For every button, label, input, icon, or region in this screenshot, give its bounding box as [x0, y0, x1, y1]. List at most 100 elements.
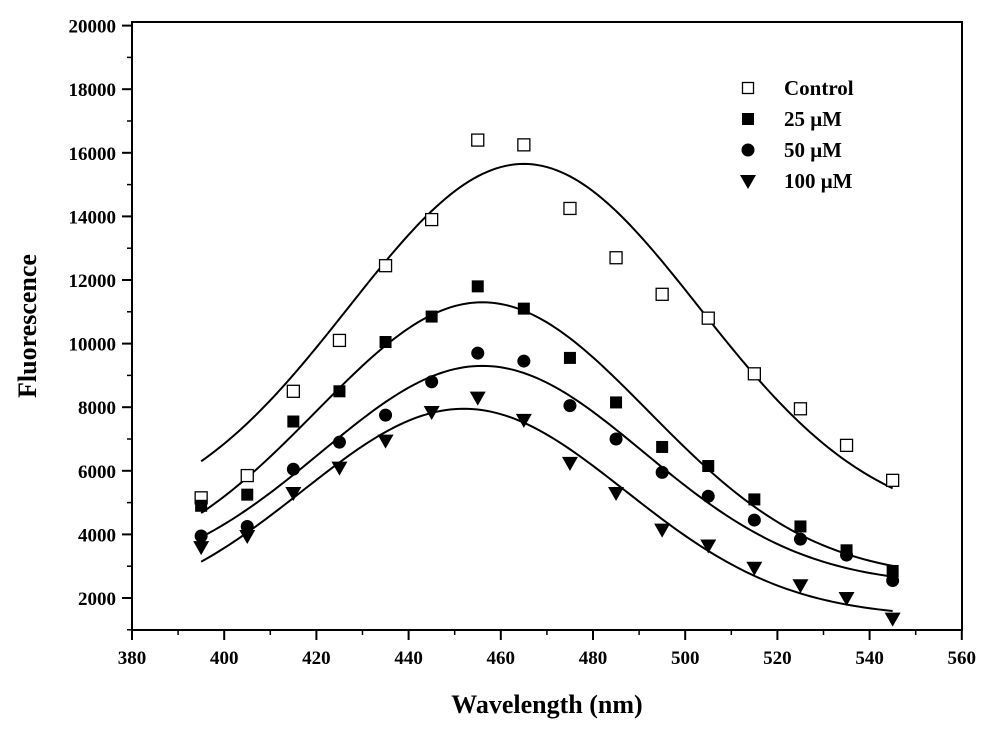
data-point [608, 487, 625, 502]
data-point [838, 592, 855, 606]
data-point [378, 259, 393, 273]
data-point [285, 487, 302, 502]
x-axis-title: Wavelength (nm) [451, 690, 642, 719]
x-tick-label: 400 [210, 648, 239, 669]
data-point [194, 529, 208, 543]
fit-curve [200, 364, 893, 578]
data-point [886, 473, 900, 487]
data-point [286, 462, 300, 476]
x-tick-label: 500 [671, 648, 700, 669]
data-point [563, 201, 577, 216]
x-tick-label: 540 [855, 648, 884, 669]
data-point [747, 367, 761, 381]
data-point [561, 456, 578, 471]
y-tick-label: 12000 [69, 271, 117, 292]
y-tick-label: 10000 [69, 335, 117, 356]
data-point [517, 302, 530, 315]
data-point [377, 434, 394, 449]
fit-curve [200, 407, 893, 612]
x-tick-label: 380 [118, 648, 147, 669]
y-tick-label: 4000 [78, 525, 116, 546]
data-point [563, 351, 576, 364]
data-point [241, 488, 254, 501]
legend-label: 25 μM [784, 107, 842, 131]
data-point [471, 280, 484, 293]
data-point [239, 529, 256, 544]
data-point [656, 440, 669, 453]
data-point [886, 564, 899, 577]
x-axis-ticks: 380 400 420 440 460 480 500 520 540 560 [118, 630, 976, 669]
y-tick-label: 8000 [78, 398, 116, 419]
x-tick-label: 560 [948, 648, 977, 669]
x-tick-label: 460 [487, 648, 516, 669]
x-tick-label: 420 [302, 648, 331, 669]
data-point [193, 541, 210, 556]
data-point [793, 402, 808, 416]
data-point [425, 310, 438, 323]
data-point [840, 548, 854, 562]
fit-curves [200, 162, 894, 612]
data-point [792, 579, 809, 594]
data-point [471, 346, 485, 360]
data-point [886, 574, 900, 588]
data-point [515, 413, 532, 428]
data-point [333, 385, 346, 398]
legend: Control 25 μM 50 μM 100 μM [740, 76, 854, 193]
x-tick-label: 480 [579, 648, 608, 669]
data-point [839, 438, 854, 453]
data-markers [193, 133, 901, 627]
data-point [793, 532, 807, 546]
data-point [287, 415, 300, 428]
legend-label: 50 μM [784, 138, 842, 162]
legend-marker [742, 113, 754, 125]
y-tick-label: 20000 [69, 17, 117, 38]
fit-curve [200, 162, 894, 490]
y-tick-label: 18000 [69, 80, 117, 101]
data-point [332, 435, 346, 449]
data-point [471, 133, 485, 147]
x-tick-label: 440 [394, 648, 423, 669]
legend-marker [740, 175, 756, 189]
data-point [748, 493, 761, 506]
y-tick-label: 2000 [78, 589, 116, 610]
y-tick-label: 6000 [78, 462, 116, 483]
data-point [379, 408, 393, 422]
data-point [655, 465, 669, 479]
data-point [609, 432, 623, 446]
y-axis-ticks: 2000 4000 6000 8000 10000 12000 14000 16000 1800… [69, 17, 132, 631]
y-axis-title: Fluorescence [13, 254, 42, 398]
data-point [702, 460, 715, 473]
legend-label: Control [784, 76, 854, 100]
data-point [609, 251, 623, 265]
data-point [379, 336, 392, 349]
data-point [794, 520, 807, 533]
data-point [240, 468, 254, 483]
legend-marker [741, 81, 755, 95]
data-point [884, 612, 901, 627]
data-point [469, 391, 486, 406]
data-point [240, 519, 254, 533]
data-point [610, 396, 623, 409]
data-point [701, 489, 715, 503]
legend-label: 100 μM [784, 169, 853, 193]
data-point [195, 499, 208, 512]
data-point [331, 461, 348, 476]
data-point [563, 399, 577, 413]
data-point [746, 561, 763, 576]
data-point [424, 212, 439, 227]
data-point [286, 384, 301, 398]
data-point [701, 311, 715, 325]
fit-curve [200, 301, 893, 567]
y-tick-label: 16000 [69, 144, 117, 165]
data-point [517, 138, 531, 152]
data-point [654, 523, 671, 538]
data-point [700, 539, 717, 554]
legend-marker [741, 143, 755, 157]
data-point [425, 375, 439, 389]
data-point [517, 354, 531, 368]
data-point [747, 513, 761, 527]
data-point [655, 287, 669, 301]
data-point [332, 333, 347, 348]
